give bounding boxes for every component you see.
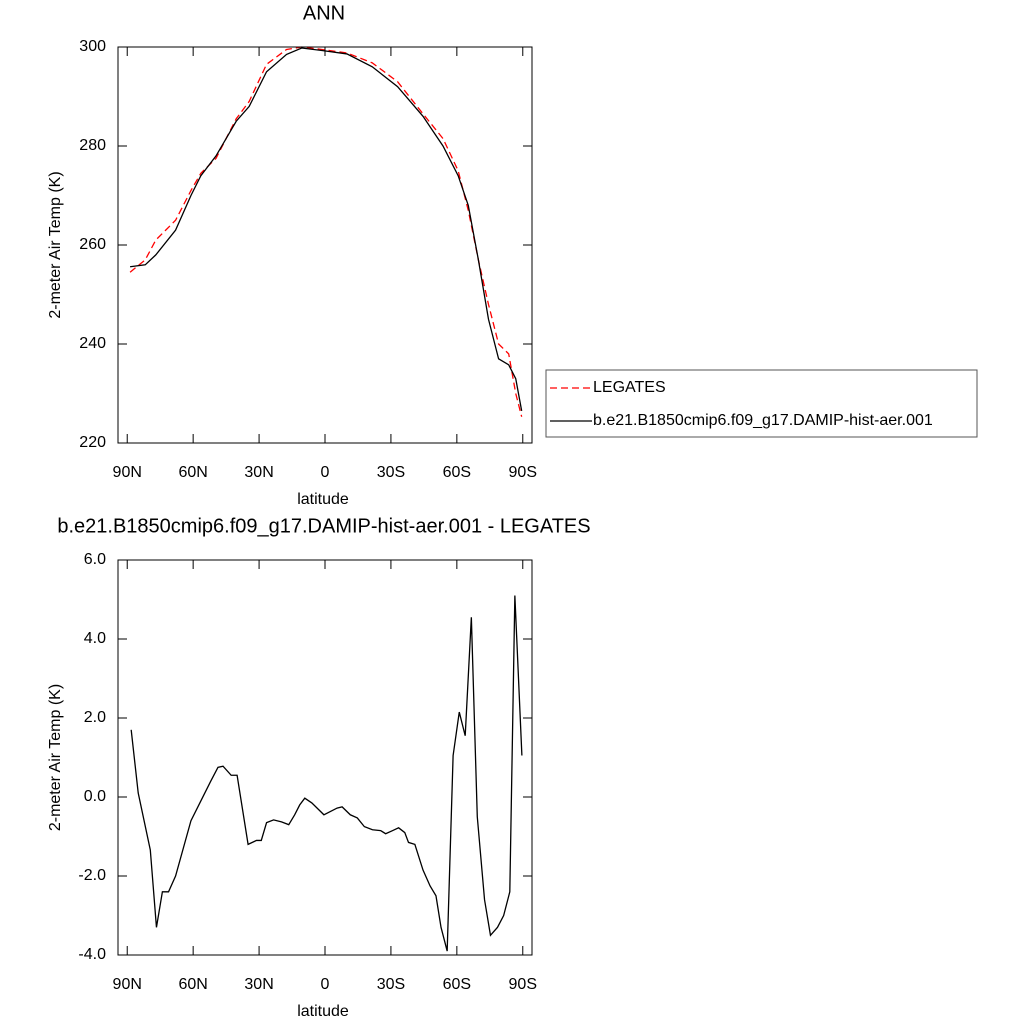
y-tick-label: -4.0 (78, 946, 106, 963)
y-axis-label: 2-meter Air Temp (K) (47, 171, 64, 318)
chart-title: b.e21.B1850cmip6.f09_g17.DAMIP-hist-aer.… (57, 515, 590, 537)
data-line (130, 47, 523, 411)
legend-label: LEGATES (593, 379, 666, 396)
x-tick-label: 90S (509, 464, 537, 481)
x-tick-label: 0 (321, 464, 330, 481)
y-tick-label: 2.0 (84, 709, 106, 726)
y-axis-label: 2-meter Air Temp (K) (47, 684, 64, 831)
legend-box (545, 369, 978, 438)
x-tick-label: 90S (509, 976, 537, 993)
x-tick-label: 30S (377, 976, 405, 993)
y-tick-label: 260 (79, 236, 106, 253)
y-tick-label: -2.0 (78, 867, 106, 884)
x-tick-label: 30S (377, 464, 405, 481)
x-tick-label: 60S (443, 464, 471, 481)
y-tick-label: 4.0 (84, 630, 106, 647)
data-line (129, 46, 523, 417)
plot-frame (117, 46, 533, 444)
x-tick-label: 0 (321, 976, 330, 993)
x-tick-label: 60N (178, 976, 207, 993)
x-tick-label: 90N (113, 464, 142, 481)
x-tick-label: 30N (244, 976, 273, 993)
x-axis-label: latitude (297, 1003, 349, 1020)
x-tick-label: 60S (443, 976, 471, 993)
plot-frame (117, 559, 533, 956)
y-tick-label: 220 (79, 434, 106, 451)
x-axis-label: latitude (297, 491, 349, 508)
chart-title: ANN (303, 2, 345, 24)
x-tick-label: 30N (244, 464, 273, 481)
data-line (130, 595, 523, 952)
y-tick-label: 6.0 (84, 551, 106, 568)
x-tick-label: 90N (113, 976, 142, 993)
y-tick-label: 280 (79, 137, 106, 154)
x-tick-label: 60N (178, 464, 207, 481)
legend-label: b.e21.B1850cmip6.f09_g17.DAMIP-hist-aer.… (593, 412, 933, 429)
y-tick-label: 0.0 (84, 788, 106, 805)
y-tick-label: 240 (79, 335, 106, 352)
y-tick-label: 300 (79, 38, 106, 55)
